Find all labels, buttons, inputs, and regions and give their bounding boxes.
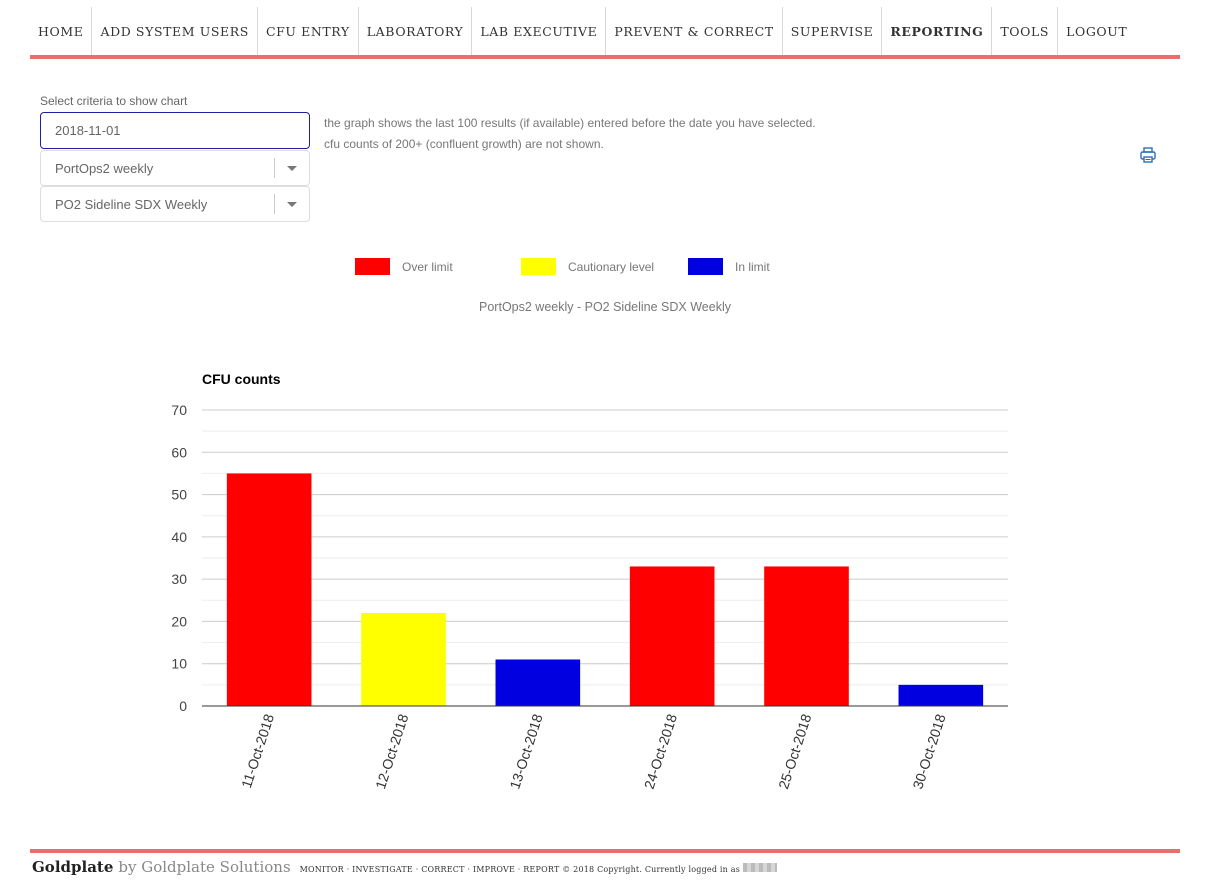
y-tick-label: 70 [171, 402, 187, 418]
x-tick-label: 24-Oct-2018 [641, 712, 680, 791]
legend-cautionary: Cautionary level [521, 258, 654, 275]
footer-tagline: MONITOR · INVESTIGATE · CORRECT · IMPROV… [299, 865, 741, 874]
legend-swatch [688, 258, 723, 275]
nav-supervise[interactable]: SUPERVISE [783, 7, 883, 55]
print-icon[interactable] [1140, 147, 1156, 163]
nav-cfu-entry[interactable]: CFU ENTRY [258, 7, 359, 55]
nav-tools[interactable]: TOOLS [992, 7, 1059, 55]
y-tick-label: 30 [171, 571, 187, 587]
bar [226, 473, 312, 706]
y-axis-label: CFU counts [202, 371, 281, 387]
bar [898, 684, 984, 706]
nav-divider [30, 55, 1180, 59]
date-input[interactable] [40, 112, 310, 149]
bar [361, 612, 446, 706]
nav-logout[interactable]: LOGOUT [1066, 23, 1128, 39]
chart-subtitle: PortOps2 weekly - PO2 Sideline SDX Weekl… [479, 300, 731, 314]
info-line-2: cfu counts of 200+ (confluent growth) ar… [324, 137, 604, 151]
x-tick-label: 13-Oct-2018 [506, 712, 545, 791]
info-line-1: the graph shows the last 100 results (if… [324, 116, 816, 130]
footer-brand: Goldplate [32, 858, 114, 876]
y-tick-label: 20 [171, 613, 187, 629]
cfu-bar-chart: 0 10 20 30 40 50 60 70 CFU counts 11-Oct-2018 12-O… [171, 371, 1008, 791]
y-tick-label: 0 [179, 698, 187, 714]
legend-swatch [521, 258, 556, 275]
legend-label: In limit [735, 259, 770, 274]
footer-divider [30, 849, 1180, 853]
sample-point-select-value: PO2 Sideline SDX Weekly [55, 196, 208, 212]
legend-label: Cautionary level [568, 259, 655, 274]
x-tick-label: 25-Oct-2018 [775, 712, 814, 791]
criteria-label: Select criteria to show chart [40, 94, 188, 108]
nav-lab-executive[interactable]: LAB EXECUTIVE [472, 7, 607, 55]
select-separator [274, 194, 275, 214]
site-select[interactable]: PortOps2 weekly [40, 150, 310, 186]
legend-label: Over limit [402, 259, 453, 274]
bar [629, 566, 715, 706]
y-tick-label: 50 [171, 487, 187, 503]
select-separator [274, 158, 275, 178]
legend-swatch [355, 258, 390, 275]
chevron-down-icon[interactable] [275, 165, 309, 171]
footer-brand-by: by Goldplate Solutions [118, 858, 291, 876]
x-tick-label: 11-Oct-2018 [238, 712, 277, 790]
x-tick-label: 30-Oct-2018 [909, 712, 948, 791]
y-tick-label: 40 [171, 529, 187, 545]
bar [495, 659, 581, 706]
footer: Goldplate by Goldplate Solutions MONITOR… [32, 858, 778, 876]
nav-prevent-correct[interactable]: PREVENT & CORRECT [606, 7, 783, 55]
nav-reporting[interactable]: REPORTING [882, 7, 993, 55]
legend-in-limit: In limit [688, 258, 770, 275]
nav-add-system-users[interactable]: ADD SYSTEM USERS [92, 7, 258, 55]
main-nav: HOME ADD SYSTEM USERS CFU ENTRY LABORATO… [30, 7, 1180, 55]
site-select-value: PortOps2 weekly [55, 160, 154, 176]
redacted-username [743, 863, 778, 872]
nav-laboratory[interactable]: LABORATORY [359, 7, 473, 55]
chevron-down-icon[interactable] [275, 201, 309, 207]
sample-point-select[interactable]: PO2 Sideline SDX Weekly [40, 186, 310, 222]
x-tick-label: 12-Oct-2018 [372, 712, 411, 791]
y-tick-label: 10 [171, 656, 187, 672]
bar [764, 566, 849, 706]
legend-over-limit: Over limit [355, 258, 453, 275]
y-tick-label: 60 [171, 444, 187, 460]
nav-home[interactable]: HOME [30, 7, 93, 55]
